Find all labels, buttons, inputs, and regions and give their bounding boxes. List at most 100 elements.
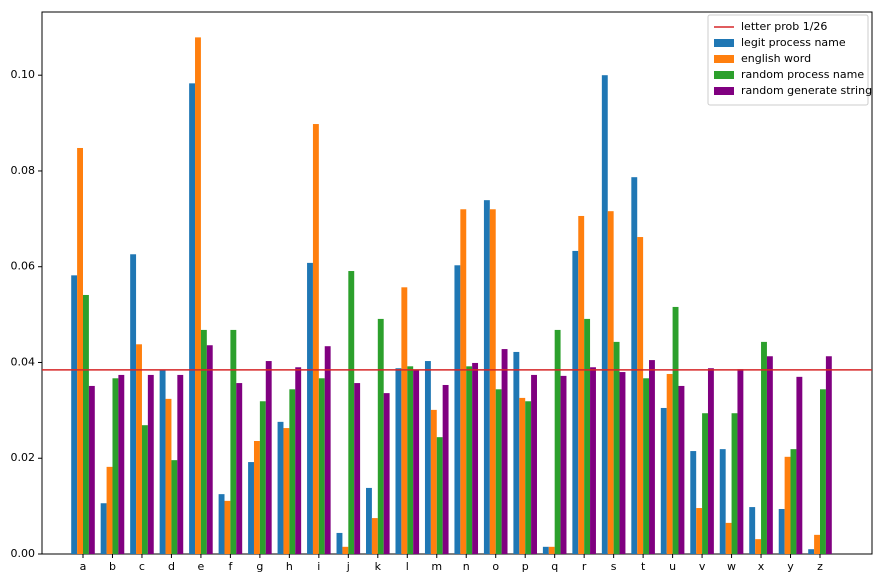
bar [554, 329, 561, 554]
legend-swatch [714, 55, 734, 63]
bar [289, 389, 296, 554]
x-tick-label: i [317, 560, 320, 573]
bar [737, 369, 744, 554]
bar [206, 345, 213, 554]
bar [354, 383, 361, 554]
bar [489, 209, 496, 554]
bar [283, 428, 290, 554]
bar [578, 215, 585, 554]
bar [371, 518, 378, 554]
bar [590, 367, 596, 554]
bar [83, 294, 89, 554]
bar [88, 385, 95, 554]
bar [195, 37, 201, 554]
bar [460, 209, 467, 554]
bar [542, 546, 549, 554]
legend-label: random generate string [741, 84, 872, 97]
bar [383, 393, 390, 554]
bar [413, 370, 420, 554]
x-tick-label: m [431, 560, 442, 573]
x-tick-label: n [463, 560, 470, 573]
bar [613, 341, 620, 554]
bar [472, 362, 479, 554]
bar [696, 508, 703, 554]
bar [649, 360, 655, 554]
bar [643, 378, 650, 554]
x-tick-label: k [375, 560, 382, 573]
bar [778, 508, 785, 554]
legend: letter prob 1/26 legit process name englis… [707, 14, 872, 106]
x-tick-label: h [286, 560, 293, 573]
bar [825, 356, 832, 554]
bar [118, 374, 125, 554]
bar [77, 147, 83, 554]
bar [814, 534, 820, 554]
bar [666, 373, 673, 554]
bar [295, 367, 302, 554]
bar [377, 318, 384, 554]
bar [531, 374, 537, 554]
bar [112, 378, 119, 554]
bar [265, 361, 272, 554]
bar [442, 384, 449, 554]
bar [702, 413, 708, 554]
bar [159, 370, 166, 554]
bar [401, 287, 408, 554]
bar [189, 83, 196, 554]
bar [719, 449, 726, 554]
y-tick-label: 0.06 [11, 260, 36, 273]
x-tick-label: e [198, 560, 205, 573]
bar [454, 265, 461, 554]
legend-swatch [714, 39, 734, 47]
bar [130, 254, 137, 554]
bar [248, 462, 254, 554]
bar [277, 421, 284, 554]
bar [784, 456, 791, 554]
bar [501, 349, 508, 554]
bar [171, 460, 178, 554]
bar [407, 366, 414, 554]
y-tick-label: 0.04 [11, 355, 36, 368]
x-tick-label: r [582, 560, 587, 573]
bar [660, 407, 667, 554]
bar [424, 361, 431, 554]
legend-label: random process name [741, 68, 864, 81]
x-tick-label: v [699, 560, 706, 573]
y-tick-label: 0.08 [11, 164, 36, 177]
x-tick-label: y [787, 560, 794, 573]
bar [790, 449, 797, 554]
bar [560, 375, 567, 554]
bar [761, 341, 767, 554]
bar [436, 437, 443, 554]
x-tick-label: c [139, 560, 145, 573]
x-tick-label: o [492, 560, 499, 573]
bar [71, 275, 78, 554]
legend-swatch [714, 87, 734, 95]
bar [224, 500, 231, 554]
bar [820, 389, 826, 554]
x-tick-label: d [168, 560, 175, 573]
bar [766, 356, 773, 554]
legend-box [707, 14, 869, 106]
legend-swatch [714, 71, 734, 79]
legend-label: legit process name [741, 36, 846, 49]
bar [200, 329, 207, 554]
bar [106, 466, 113, 554]
bar [259, 401, 266, 554]
x-tick-label: a [80, 560, 87, 573]
bar [430, 409, 437, 554]
x-tick-label: z [817, 560, 823, 573]
x-tick-label: f [228, 560, 233, 573]
bar [607, 211, 614, 554]
x-tick-label: x [758, 560, 765, 573]
x-tick-label: p [522, 560, 529, 573]
bar [796, 376, 803, 554]
bar [165, 398, 172, 554]
legend-label: letter prob 1/26 [741, 20, 827, 33]
bar [519, 397, 526, 554]
bar [672, 306, 679, 554]
bar [483, 200, 490, 554]
bar [307, 262, 313, 554]
bar [141, 425, 148, 554]
